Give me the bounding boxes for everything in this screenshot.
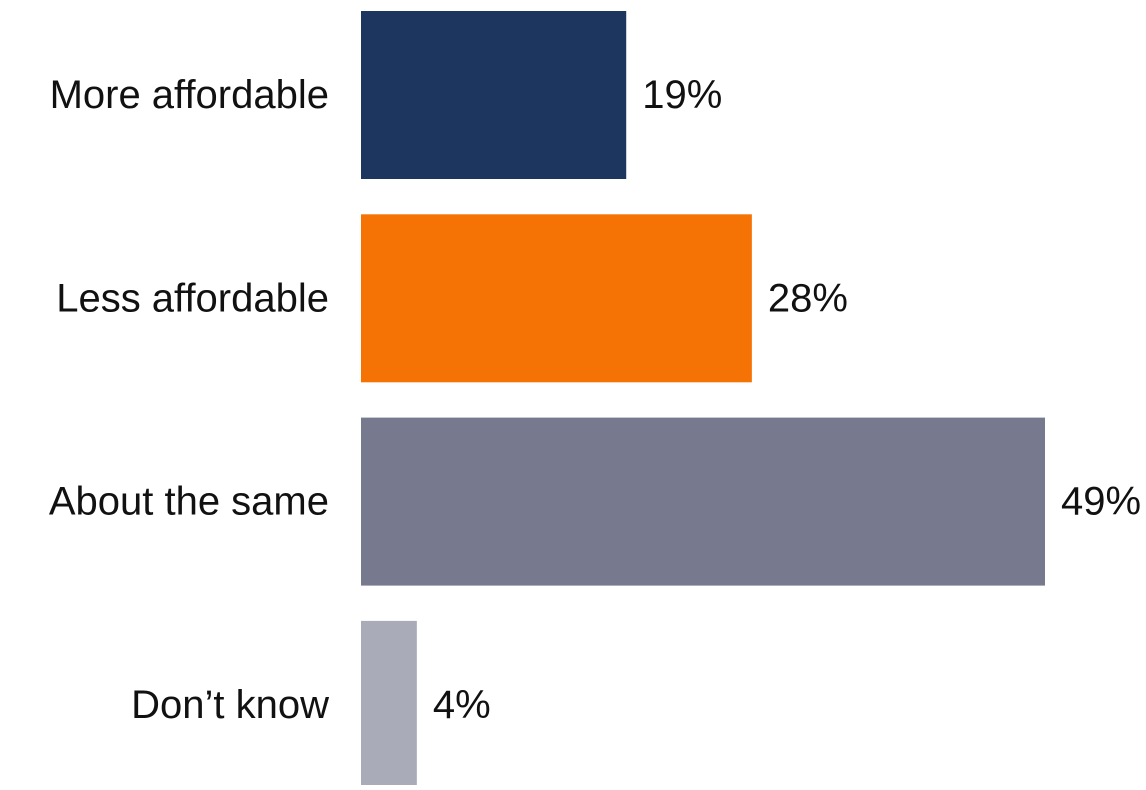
bar-less-affordable <box>361 214 752 383</box>
bar-don-t-know <box>361 620 417 789</box>
category-label-about-the-same: About the same <box>49 480 329 524</box>
category-label-don-t-know: Don’t know <box>131 683 329 727</box>
value-labels-layer: 19% 28% 49% 4% <box>433 73 1141 727</box>
bar-more-affordable <box>361 11 627 179</box>
bars-layer <box>361 11 1045 789</box>
value-label-don-t-know: 4% <box>433 683 491 727</box>
bar-about-the-same <box>361 417 1045 586</box>
category-labels-layer: More affordable Less affordable About the … <box>49 73 329 727</box>
category-label-more-affordable: More affordable <box>50 73 329 117</box>
value-label-more-affordable: 19% <box>642 73 722 117</box>
value-label-about-the-same: 49% <box>1061 480 1141 524</box>
category-label-less-affordable: Less affordable <box>56 276 329 320</box>
value-label-less-affordable: 28% <box>768 276 848 320</box>
